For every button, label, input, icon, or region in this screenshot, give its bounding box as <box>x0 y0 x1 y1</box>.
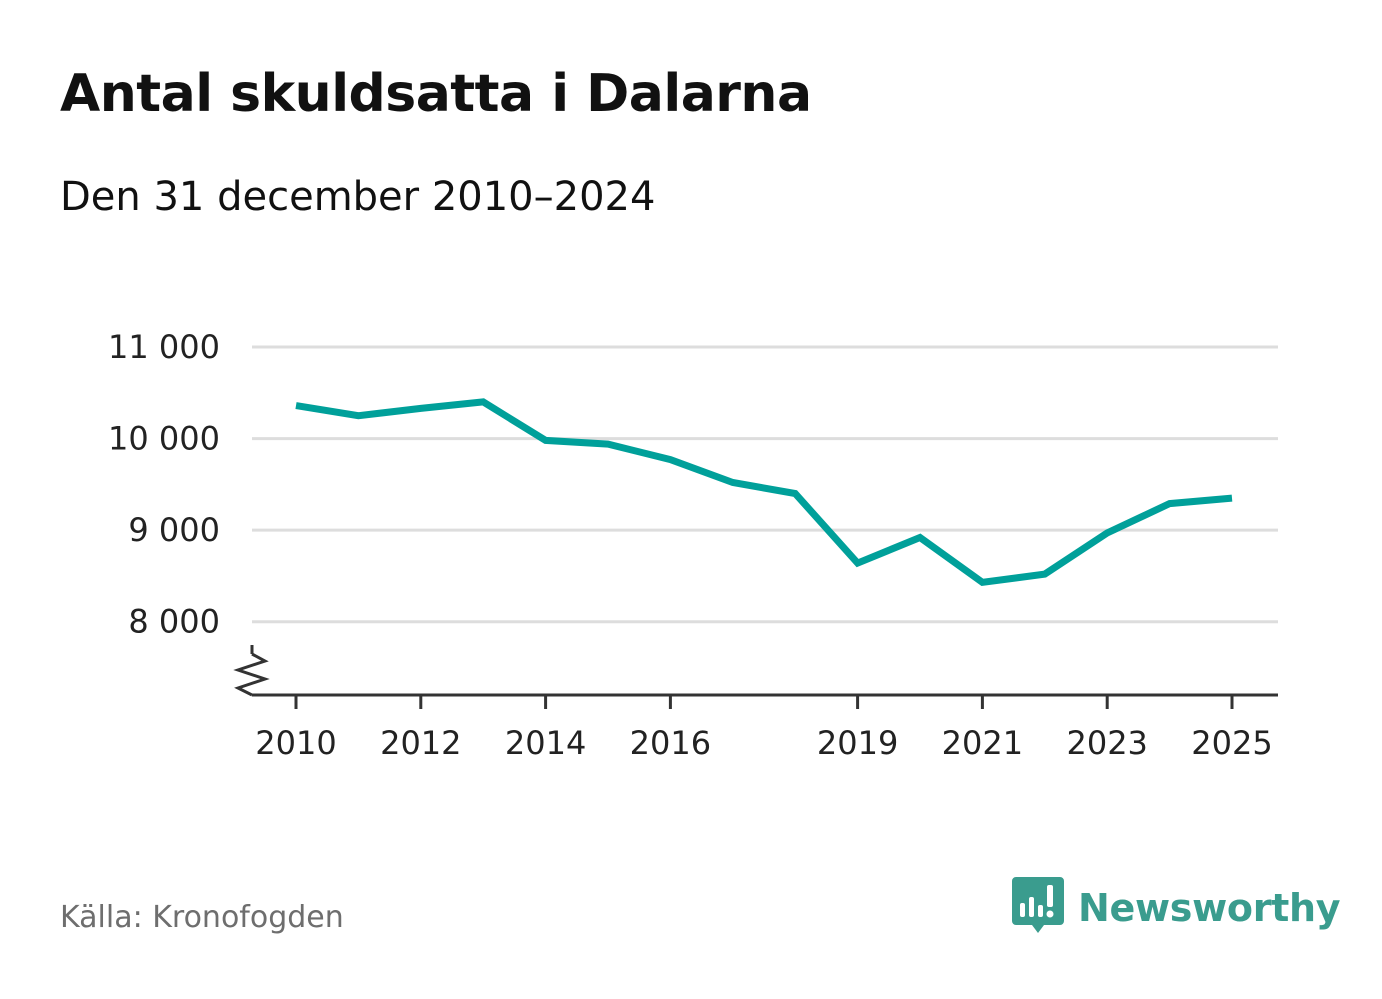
y-tick-label: 11 000 <box>108 328 220 366</box>
x-tick-label: 2025 <box>1191 724 1272 762</box>
axis-break-icon <box>233 652 270 697</box>
brand-logo: Newsworthy <box>1012 876 1341 940</box>
x-tick-label: 2016 <box>630 724 711 762</box>
series-line <box>295 398 1233 587</box>
y-tick-label: 8 000 <box>128 603 220 641</box>
y-axis-labels: 8 000 9 000 10 000 11 000 <box>108 328 220 641</box>
x-tick-label: 2023 <box>1066 724 1147 762</box>
x-tick-label: 2010 <box>255 724 336 762</box>
newsworthy-logo-icon <box>1012 877 1064 933</box>
x-axis-labels: 2010 2012 2014 2016 2019 2021 2023 2025 <box>255 724 1272 762</box>
grid-lines <box>252 345 1278 624</box>
chart-subtitle: Den 31 december 2010–2024 <box>60 174 656 220</box>
y-tick-label: 9 000 <box>128 511 220 549</box>
brand-name: Newsworthy <box>1078 886 1341 930</box>
y-tick-label: 10 000 <box>108 420 220 458</box>
x-tick-label: 2014 <box>505 724 586 762</box>
x-axis <box>233 645 1278 709</box>
source-note: Källa: Kronofogden <box>60 900 344 935</box>
x-tick-label: 2012 <box>380 724 461 762</box>
series-layer <box>295 398 1233 587</box>
chart-title: Antal skuldsatta i Dalarna <box>60 64 812 124</box>
x-tick-label: 2021 <box>942 724 1023 762</box>
x-tick-label: 2019 <box>817 724 898 762</box>
